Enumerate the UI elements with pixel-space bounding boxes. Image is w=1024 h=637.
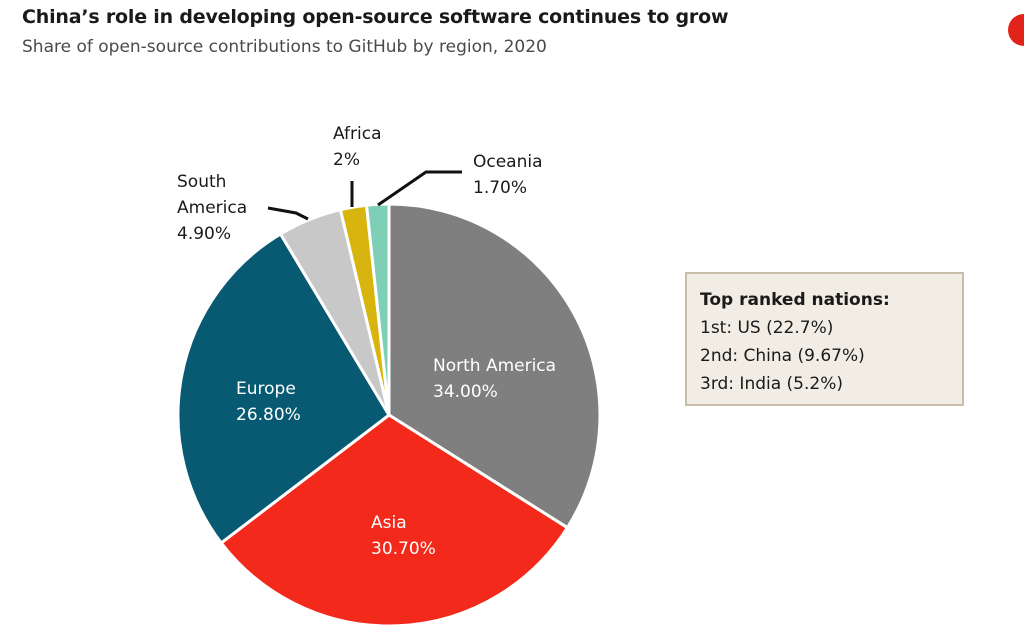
label-asia: Asia 30.70% [371, 513, 436, 559]
label-oceania-name: Oceania [473, 152, 543, 172]
leader-line-oceania [377, 170, 462, 207]
label-north-america: North America 34.00% [433, 356, 561, 402]
pie-slices [176, 202, 602, 628]
label-europe: Europe 26.80% [236, 379, 301, 425]
label-asia-name: Asia [371, 513, 407, 533]
label-north-america-name: North America [433, 356, 556, 376]
label-europe-name: Europe [236, 379, 296, 399]
callout-line-3rd: 3rd: India (5.2%) [700, 374, 844, 394]
label-asia-value: 30.70% [371, 539, 436, 559]
label-south-america: South America 4.90% [177, 172, 253, 244]
label-north-america-value: 34.00% [433, 382, 498, 402]
leader-line-south-america [267, 206, 309, 221]
label-africa: Africa 2% [333, 124, 387, 170]
label-oceania: Oceania 1.70% [473, 152, 548, 198]
top-nations-callout: Top ranked nations: 1st: US (22.7%) 2nd:… [685, 272, 964, 406]
label-africa-name: Africa [333, 124, 382, 144]
label-africa-value: 2% [333, 150, 360, 170]
chart-title: China’s role in developing open-source s… [22, 6, 729, 28]
callout-heading: Top ranked nations: [700, 290, 890, 310]
chart-subtitle: Share of open-source contributions to Gi… [22, 37, 547, 57]
label-south-america-value: 4.90% [177, 224, 231, 244]
red-circle-logo-icon [1008, 14, 1024, 46]
pie-slice-asia [219, 413, 569, 628]
label-south-america-line1: South [177, 172, 226, 192]
label-europe-value: 26.80% [236, 405, 301, 425]
label-south-america-line2: America [177, 198, 247, 218]
callout-line-1st: 1st: US (22.7%) [700, 318, 834, 338]
label-oceania-value: 1.70% [473, 178, 527, 198]
callout-line-2nd: 2nd: China (9.67%) [700, 346, 865, 366]
pie-slice-europe [176, 232, 391, 545]
